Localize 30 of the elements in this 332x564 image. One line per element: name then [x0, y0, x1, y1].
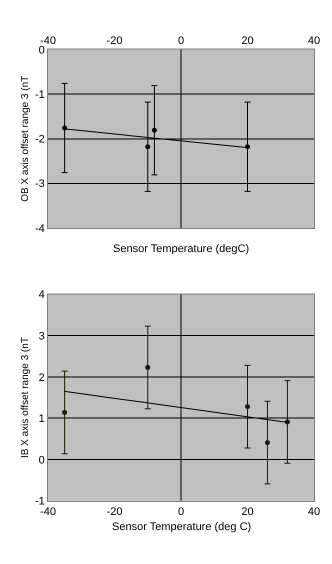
y-tick-label: -1: [35, 496, 45, 508]
x-tick-label: 0: [178, 506, 184, 518]
x-axis-title: Sensor Temperature (degC): [113, 243, 250, 255]
x-tick-label: 20: [241, 506, 254, 518]
x-tick-label: 20: [241, 35, 254, 48]
y-tick-label: 1: [38, 413, 45, 426]
y-tick-label: 3: [38, 330, 45, 342]
y-tick-label: 0: [38, 44, 45, 56]
x-tick-label: 0: [178, 35, 184, 48]
y-axis-title: OB X axis offset range 3 (nT: [20, 76, 32, 202]
x-tick-label: 40: [308, 506, 320, 518]
y-axis-title: IB X axis offset range 3 (nT: [20, 337, 32, 458]
y-tick-label: 2: [38, 372, 45, 384]
y-tick-label: -2: [35, 134, 45, 146]
x-tick-label: -20: [106, 506, 122, 518]
y-tick-label: 4: [38, 289, 45, 302]
x-axis-title: Sensor Temperature (deg C): [112, 521, 252, 533]
x-tick-label: 40: [308, 35, 320, 48]
point: [145, 144, 150, 150]
x-tick-label: -20: [106, 35, 122, 48]
x-tick-label: -40: [40, 506, 56, 518]
point: [152, 128, 157, 133]
y-tick-label: -4: [35, 222, 45, 235]
point: [264, 440, 270, 446]
point: [245, 404, 250, 410]
point: [62, 410, 68, 415]
y-tick-label: -1: [35, 88, 45, 101]
y-tick-label: -3: [35, 178, 45, 190]
point: [145, 364, 150, 370]
y-tick-label: 0: [38, 454, 45, 466]
